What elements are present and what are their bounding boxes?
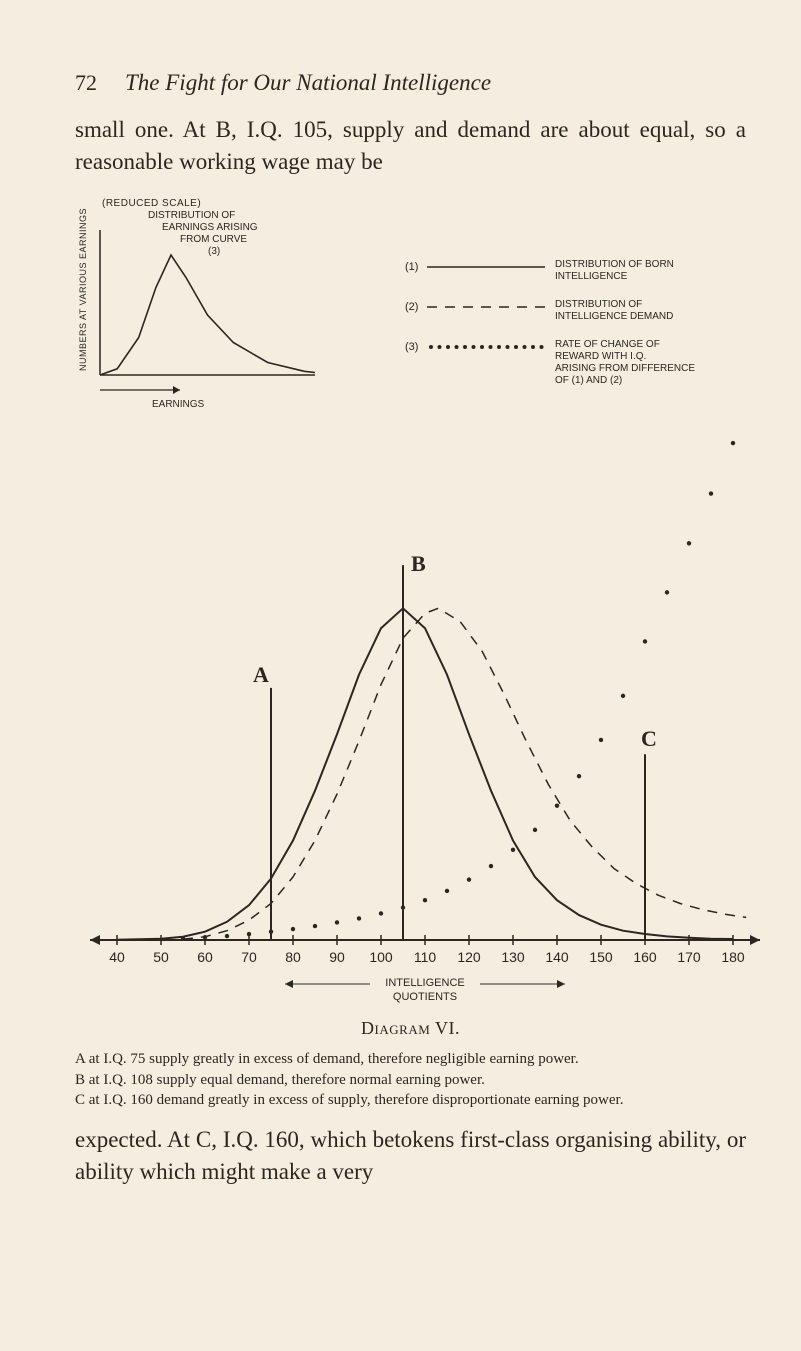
svg-text:80: 80: [285, 949, 301, 965]
svg-text:100: 100: [369, 949, 393, 965]
page-number: 72: [75, 70, 97, 96]
diagram-caption: A at I.Q. 75 supply greatly in excess of…: [75, 1049, 746, 1110]
caption-line-a: A at I.Q. 75 supply greatly in excess of…: [75, 1049, 746, 1069]
svg-text:60: 60: [197, 949, 213, 965]
svg-text:A: A: [253, 662, 269, 687]
svg-text:REWARD WITH I.Q.: REWARD WITH I.Q.: [555, 351, 646, 362]
svg-text:NUMBERS AT VARIOUS EARNINGS: NUMBERS AT VARIOUS EARNINGS: [78, 208, 88, 371]
svg-text:(2): (2): [405, 301, 418, 313]
svg-text:130: 130: [501, 949, 525, 965]
svg-text:OF (1) AND (2): OF (1) AND (2): [555, 375, 622, 386]
para-top: small one. At B, I.Q. 105, supply and de…: [75, 114, 746, 178]
svg-text:(3): (3): [405, 341, 418, 353]
svg-text:ARISING FROM DIFFERENCE: ARISING FROM DIFFERENCE: [555, 363, 695, 374]
svg-text:150: 150: [589, 949, 613, 965]
svg-text:(REDUCED SCALE): (REDUCED SCALE): [102, 198, 201, 209]
svg-text:180: 180: [721, 949, 745, 965]
svg-text:(1): (1): [405, 261, 418, 273]
svg-text:160: 160: [633, 949, 657, 965]
svg-text:DISTRIBUTION OF: DISTRIBUTION OF: [148, 210, 235, 221]
svg-text:90: 90: [329, 949, 345, 965]
svg-text:DISTRIBUTION OF: DISTRIBUTION OF: [555, 299, 642, 310]
svg-text:50: 50: [153, 949, 169, 965]
svg-text:DISTRIBUTION OF BORN: DISTRIBUTION OF BORN: [555, 259, 674, 270]
diagram-caption-title: Diagram VI.: [75, 1018, 746, 1039]
svg-text:70: 70: [241, 949, 257, 965]
svg-text:120: 120: [457, 949, 481, 965]
svg-text:EARNINGS ARISING: EARNINGS ARISING: [162, 222, 258, 233]
running-title: The Fight for Our National Intelligence: [125, 70, 491, 96]
svg-text:B: B: [411, 552, 426, 577]
svg-text:(3): (3): [208, 246, 220, 257]
caption-line-b: B at I.Q. 108 supply equal demand, there…: [75, 1070, 746, 1090]
svg-text:RATE OF CHANGE OF: RATE OF CHANGE OF: [555, 339, 660, 350]
svg-text:INTELLIGENCE: INTELLIGENCE: [555, 271, 628, 282]
svg-text:QUOTIENTS: QUOTIENTS: [393, 991, 457, 1003]
svg-text:C: C: [641, 727, 657, 752]
para-bottom: expected. At C, I.Q. 160, which betokens…: [75, 1124, 746, 1188]
svg-text:INTELLIGENCE: INTELLIGENCE: [385, 977, 464, 989]
caption-line-c: C at I.Q. 160 demand greatly in excess o…: [99, 1090, 746, 1110]
svg-text:170: 170: [677, 949, 701, 965]
svg-text:FROM CURVE: FROM CURVE: [180, 234, 247, 245]
svg-text:40: 40: [109, 949, 125, 965]
svg-text:110: 110: [414, 949, 437, 965]
svg-text:140: 140: [545, 949, 569, 965]
svg-text:EARNINGS: EARNINGS: [152, 399, 205, 410]
diagram-vi: (REDUCED SCALE)DISTRIBUTION OFEARNINGS A…: [75, 190, 746, 1010]
svg-text:INTELLIGENCE DEMAND: INTELLIGENCE DEMAND: [555, 311, 673, 322]
